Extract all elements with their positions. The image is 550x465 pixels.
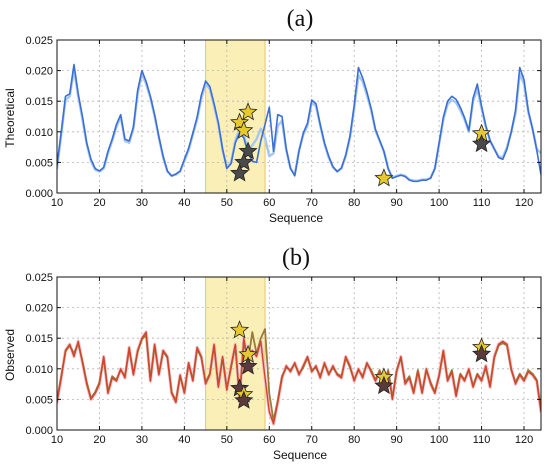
plot-frame bbox=[56, 276, 542, 431]
x-tick-label: 90 bbox=[391, 434, 403, 446]
x-tick-label: 70 bbox=[306, 434, 318, 446]
star-marker bbox=[238, 102, 258, 121]
x-tick-label: 20 bbox=[93, 197, 105, 209]
star-marker bbox=[471, 344, 492, 363]
panel-a-ylabel: Theoretical bbox=[3, 88, 17, 147]
star-marker bbox=[229, 163, 250, 182]
star-marker bbox=[238, 356, 258, 375]
x-tick-label: 100 bbox=[430, 197, 448, 209]
panel-a-xlabel: Sequence bbox=[269, 211, 323, 225]
panel-a-label: (a) bbox=[287, 6, 314, 32]
plot-frame bbox=[56, 39, 542, 194]
x-tick-label: 100 bbox=[430, 434, 448, 446]
x-tick-label: 40 bbox=[178, 434, 190, 446]
x-tick-label: 60 bbox=[263, 434, 275, 446]
x-tick-label: 50 bbox=[221, 434, 233, 446]
x-tick-label: 80 bbox=[348, 197, 360, 209]
star-marker bbox=[471, 133, 492, 153]
series-line-2 bbox=[57, 331, 541, 425]
x-tick-label: 110 bbox=[473, 197, 491, 209]
panel-a-plot: 10 20 30 40 50 60 70 80 90 100 110 120 0.000 0.005 0.0… bbox=[25, 35, 542, 209]
x-tick-label: 50 bbox=[221, 197, 233, 209]
x-tick-label: 120 bbox=[515, 434, 533, 446]
y-tick-label: 0.010 bbox=[25, 127, 53, 139]
panel-b: (b) 10 20 30 40 50 60 70 80 90 100 110 120 0.000 0.00… bbox=[3, 245, 542, 462]
y-tick-label: 0.000 bbox=[25, 425, 53, 437]
y-tick-label: 0.015 bbox=[25, 96, 53, 108]
star-marker bbox=[229, 320, 250, 339]
y-tick-label: 0.010 bbox=[25, 364, 53, 376]
star-marker bbox=[374, 168, 394, 187]
panel-b-ylabel: Observed bbox=[3, 329, 17, 381]
x-tick-label: 120 bbox=[515, 197, 533, 209]
y-tick-label: 0.015 bbox=[25, 333, 53, 345]
y-tick-label: 0.020 bbox=[25, 303, 53, 315]
x-tick-label: 10 bbox=[51, 197, 63, 209]
x-tick-label: 30 bbox=[136, 434, 148, 446]
star-marker bbox=[374, 375, 394, 395]
y-tick-label: 0.020 bbox=[25, 66, 53, 78]
x-tick-label: 70 bbox=[306, 197, 318, 209]
panel-b-label: (b) bbox=[282, 245, 310, 271]
y-tick-label: 0.000 bbox=[25, 188, 53, 200]
x-tick-label: 40 bbox=[178, 197, 190, 209]
star-marker bbox=[234, 120, 254, 139]
y-tick-label: 0.025 bbox=[25, 35, 53, 47]
panel-b-plot: 10 20 30 40 50 60 70 80 90 100 110 120 0.000 0.005 0.0… bbox=[25, 272, 542, 446]
plot-area bbox=[57, 40, 541, 193]
x-tick-label: 80 bbox=[348, 434, 360, 446]
series-group bbox=[57, 328, 541, 426]
star-marker bbox=[234, 390, 254, 409]
y-tick-label: 0.005 bbox=[25, 394, 53, 406]
x-tick-label: 10 bbox=[51, 434, 63, 446]
panel-a: (a) 10 20 30 40 50 60 70 80 90 100 110 120 0.000 0.00… bbox=[3, 6, 542, 225]
x-tick-label: 90 bbox=[391, 197, 403, 209]
y-tick-label: 0.005 bbox=[25, 157, 53, 169]
panel-b-xlabel: Sequence bbox=[273, 448, 327, 462]
series-line-1 bbox=[57, 63, 541, 183]
y-tick-label: 0.025 bbox=[25, 272, 53, 284]
x-tick-label: 110 bbox=[473, 434, 491, 446]
x-tick-label: 30 bbox=[136, 197, 148, 209]
x-tick-label: 60 bbox=[263, 197, 275, 209]
x-tick-label: 20 bbox=[93, 434, 105, 446]
series-group bbox=[57, 63, 541, 183]
